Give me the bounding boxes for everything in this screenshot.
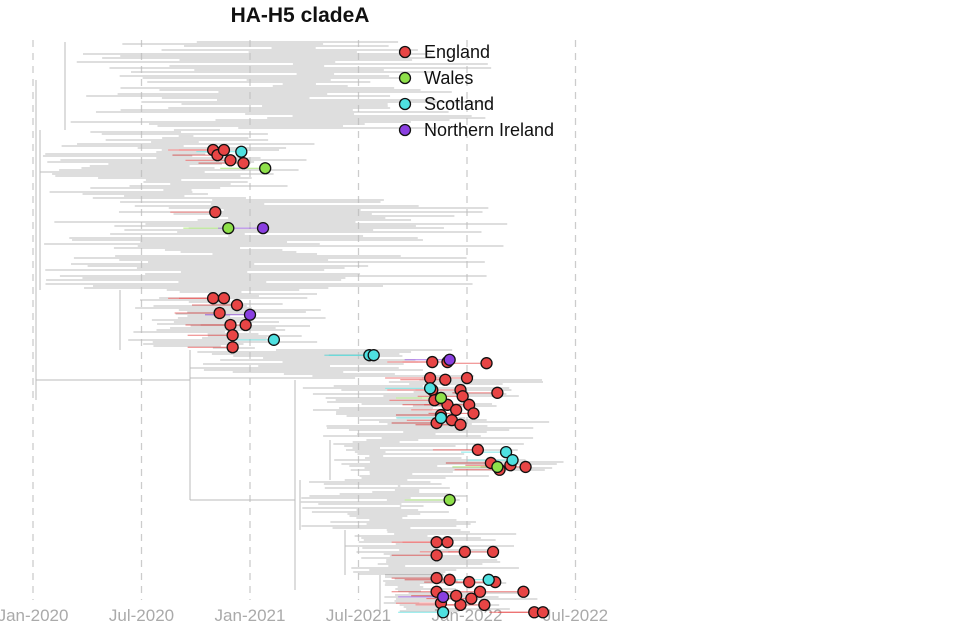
- tip-point-england: [486, 545, 500, 559]
- x-tick-label: Jul-2020: [109, 606, 174, 625]
- tip-point-scotland: [499, 445, 513, 459]
- tip-point-england: [213, 306, 226, 320]
- tip-point-scotland: [482, 573, 495, 586]
- tip-point-england: [226, 341, 239, 354]
- tip-point-england: [473, 585, 487, 598]
- legend-label: Scotland: [424, 94, 494, 114]
- tip-point-england: [467, 407, 480, 420]
- tip-point-scotland: [434, 411, 448, 425]
- tip-point-scotland: [436, 606, 450, 619]
- tip-point-england: [224, 154, 237, 167]
- tip-point-england: [449, 589, 463, 602]
- tip-point-northern-ireland: [243, 308, 257, 321]
- x-tick-label: Jul-2022: [543, 606, 608, 625]
- x-tick-label: Jul-2021: [326, 606, 391, 625]
- legend-marker: [398, 45, 412, 59]
- tip-point-england: [491, 386, 504, 399]
- tip-point-england: [480, 357, 493, 370]
- tip-point-england: [226, 329, 239, 342]
- tip-point-england: [458, 545, 471, 559]
- tip-point-england: [230, 298, 244, 312]
- tip-point-england: [224, 318, 237, 332]
- tip-point-england: [460, 371, 474, 385]
- tip-point-northern-ireland: [256, 221, 270, 235]
- tip-point-scotland: [267, 333, 281, 346]
- x-tick-label: Jan-2020: [0, 606, 68, 625]
- tip-point-england: [430, 536, 443, 549]
- tip-point-england: [471, 443, 485, 456]
- chart-title: HA-H5 cladeA: [230, 4, 370, 27]
- tip-point-england: [206, 292, 220, 305]
- x-tick-label: Jan-2021: [215, 606, 286, 625]
- legend-label: Northern Ireland: [424, 120, 554, 140]
- tip-point-england: [517, 585, 530, 598]
- tip-point-england: [456, 390, 469, 403]
- tip-point-wales: [434, 391, 448, 405]
- tip-point-england: [423, 371, 437, 385]
- tip-point-northern-ireland: [436, 590, 450, 604]
- tip-point-wales: [222, 221, 235, 235]
- tip-point-england: [478, 598, 491, 612]
- legend-label: England: [424, 42, 490, 62]
- tip-point-england: [217, 143, 231, 157]
- tip-point-wales: [491, 460, 504, 474]
- tip-point-england: [237, 156, 250, 170]
- tip-point-wales: [259, 162, 272, 175]
- tip-point-england: [426, 355, 439, 369]
- tip-point-england: [443, 573, 456, 586]
- tip-point-england: [209, 205, 222, 219]
- tip-point-northern-ireland: [443, 353, 456, 366]
- tip-point-england: [441, 536, 454, 549]
- tip-point-scotland: [506, 453, 519, 467]
- tip-point-england: [430, 571, 443, 585]
- tip-point-england: [217, 292, 231, 305]
- tip-point-england: [239, 318, 252, 332]
- legend-marker: [398, 123, 412, 137]
- tip-point-scotland: [235, 145, 248, 158]
- tip-point-scotland: [367, 349, 380, 362]
- tip-point-england: [463, 575, 476, 589]
- tip-point-england: [439, 373, 452, 386]
- legend-marker: [398, 71, 412, 85]
- legend-label: Wales: [424, 68, 473, 88]
- tip-point-scotland: [423, 382, 437, 395]
- tip-point-england: [536, 606, 550, 619]
- tip-point-england: [454, 418, 467, 431]
- tip-point-england: [465, 592, 478, 605]
- legend-marker: [398, 97, 412, 111]
- tip-point-wales: [443, 493, 456, 507]
- tip-point-england: [430, 549, 443, 562]
- tip-point-england: [449, 403, 463, 417]
- tip-point-england: [519, 460, 532, 474]
